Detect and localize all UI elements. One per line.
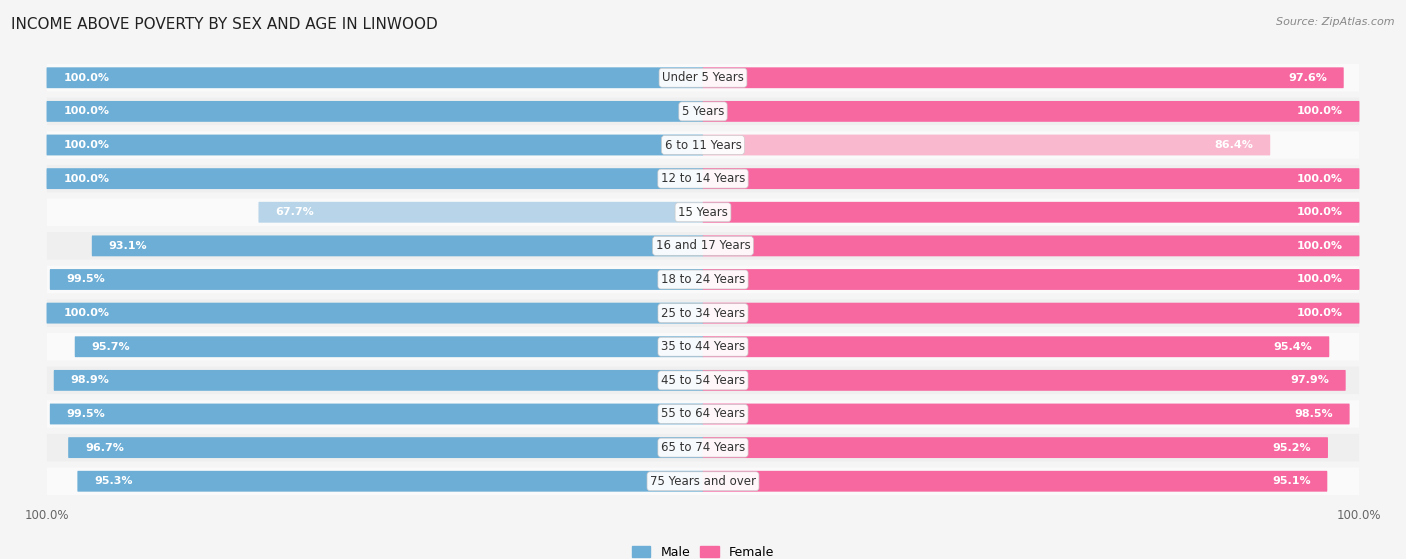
Text: 98.9%: 98.9% (70, 376, 110, 385)
Text: 93.1%: 93.1% (108, 241, 148, 251)
Text: 35 to 44 Years: 35 to 44 Years (661, 340, 745, 353)
FancyBboxPatch shape (46, 266, 1360, 293)
Text: 100.0%: 100.0% (1296, 174, 1343, 183)
Text: 100.0%: 100.0% (63, 140, 110, 150)
Text: 100.0%: 100.0% (63, 106, 110, 116)
Text: Under 5 Years: Under 5 Years (662, 71, 744, 84)
FancyBboxPatch shape (46, 367, 1360, 394)
FancyBboxPatch shape (46, 467, 1360, 495)
Text: 55 to 64 Years: 55 to 64 Years (661, 408, 745, 420)
Text: 16 and 17 Years: 16 and 17 Years (655, 239, 751, 252)
Text: 5 Years: 5 Years (682, 105, 724, 118)
FancyBboxPatch shape (46, 400, 1360, 428)
Text: 25 to 34 Years: 25 to 34 Years (661, 307, 745, 320)
FancyBboxPatch shape (91, 235, 703, 256)
Text: 15 Years: 15 Years (678, 206, 728, 219)
FancyBboxPatch shape (703, 303, 1360, 324)
FancyBboxPatch shape (703, 337, 1329, 357)
FancyBboxPatch shape (46, 303, 703, 324)
Text: 65 to 74 Years: 65 to 74 Years (661, 441, 745, 454)
FancyBboxPatch shape (77, 471, 703, 492)
FancyBboxPatch shape (53, 370, 703, 391)
Text: 100.0%: 100.0% (63, 174, 110, 183)
FancyBboxPatch shape (46, 333, 1360, 361)
FancyBboxPatch shape (46, 131, 1360, 159)
FancyBboxPatch shape (46, 434, 1360, 461)
Text: 95.2%: 95.2% (1272, 443, 1312, 453)
FancyBboxPatch shape (46, 135, 703, 155)
FancyBboxPatch shape (703, 437, 1329, 458)
FancyBboxPatch shape (703, 202, 1360, 222)
Text: 100.0%: 100.0% (63, 308, 110, 318)
Text: 86.4%: 86.4% (1215, 140, 1254, 150)
Text: 96.7%: 96.7% (84, 443, 124, 453)
FancyBboxPatch shape (46, 232, 1360, 260)
Text: 45 to 54 Years: 45 to 54 Years (661, 374, 745, 387)
Text: 95.3%: 95.3% (94, 476, 132, 486)
FancyBboxPatch shape (46, 299, 1360, 327)
FancyBboxPatch shape (703, 135, 1270, 155)
FancyBboxPatch shape (703, 404, 1350, 424)
Text: 95.7%: 95.7% (91, 342, 131, 352)
Text: 97.9%: 97.9% (1291, 376, 1329, 385)
Text: 98.5%: 98.5% (1295, 409, 1333, 419)
Text: 99.5%: 99.5% (66, 409, 105, 419)
Text: 6 to 11 Years: 6 to 11 Years (665, 139, 741, 151)
Text: 100.0%: 100.0% (1296, 106, 1343, 116)
Text: 100.0%: 100.0% (1296, 274, 1343, 285)
Text: 100.0%: 100.0% (1296, 207, 1343, 217)
FancyBboxPatch shape (703, 168, 1360, 189)
FancyBboxPatch shape (46, 198, 1360, 226)
Text: 75 Years and over: 75 Years and over (650, 475, 756, 488)
Text: 97.6%: 97.6% (1288, 73, 1327, 83)
Text: INCOME ABOVE POVERTY BY SEX AND AGE IN LINWOOD: INCOME ABOVE POVERTY BY SEX AND AGE IN L… (11, 17, 439, 32)
FancyBboxPatch shape (46, 165, 1360, 192)
Legend: Male, Female: Male, Female (627, 541, 779, 559)
FancyBboxPatch shape (46, 168, 703, 189)
Text: 67.7%: 67.7% (276, 207, 314, 217)
FancyBboxPatch shape (703, 101, 1360, 122)
Text: 99.5%: 99.5% (66, 274, 105, 285)
Text: 95.1%: 95.1% (1272, 476, 1310, 486)
Text: 12 to 14 Years: 12 to 14 Years (661, 172, 745, 185)
FancyBboxPatch shape (703, 471, 1327, 492)
FancyBboxPatch shape (46, 64, 1360, 92)
FancyBboxPatch shape (49, 404, 703, 424)
FancyBboxPatch shape (46, 98, 1360, 125)
FancyBboxPatch shape (703, 235, 1360, 256)
FancyBboxPatch shape (49, 269, 703, 290)
FancyBboxPatch shape (46, 101, 703, 122)
Text: 95.4%: 95.4% (1274, 342, 1313, 352)
Text: 100.0%: 100.0% (63, 73, 110, 83)
Text: 100.0%: 100.0% (1296, 241, 1343, 251)
Text: Source: ZipAtlas.com: Source: ZipAtlas.com (1277, 17, 1395, 27)
FancyBboxPatch shape (703, 269, 1360, 290)
Text: 100.0%: 100.0% (1296, 308, 1343, 318)
FancyBboxPatch shape (703, 67, 1344, 88)
FancyBboxPatch shape (703, 370, 1346, 391)
FancyBboxPatch shape (46, 67, 703, 88)
FancyBboxPatch shape (75, 337, 703, 357)
FancyBboxPatch shape (259, 202, 703, 222)
FancyBboxPatch shape (67, 437, 703, 458)
Text: 18 to 24 Years: 18 to 24 Years (661, 273, 745, 286)
